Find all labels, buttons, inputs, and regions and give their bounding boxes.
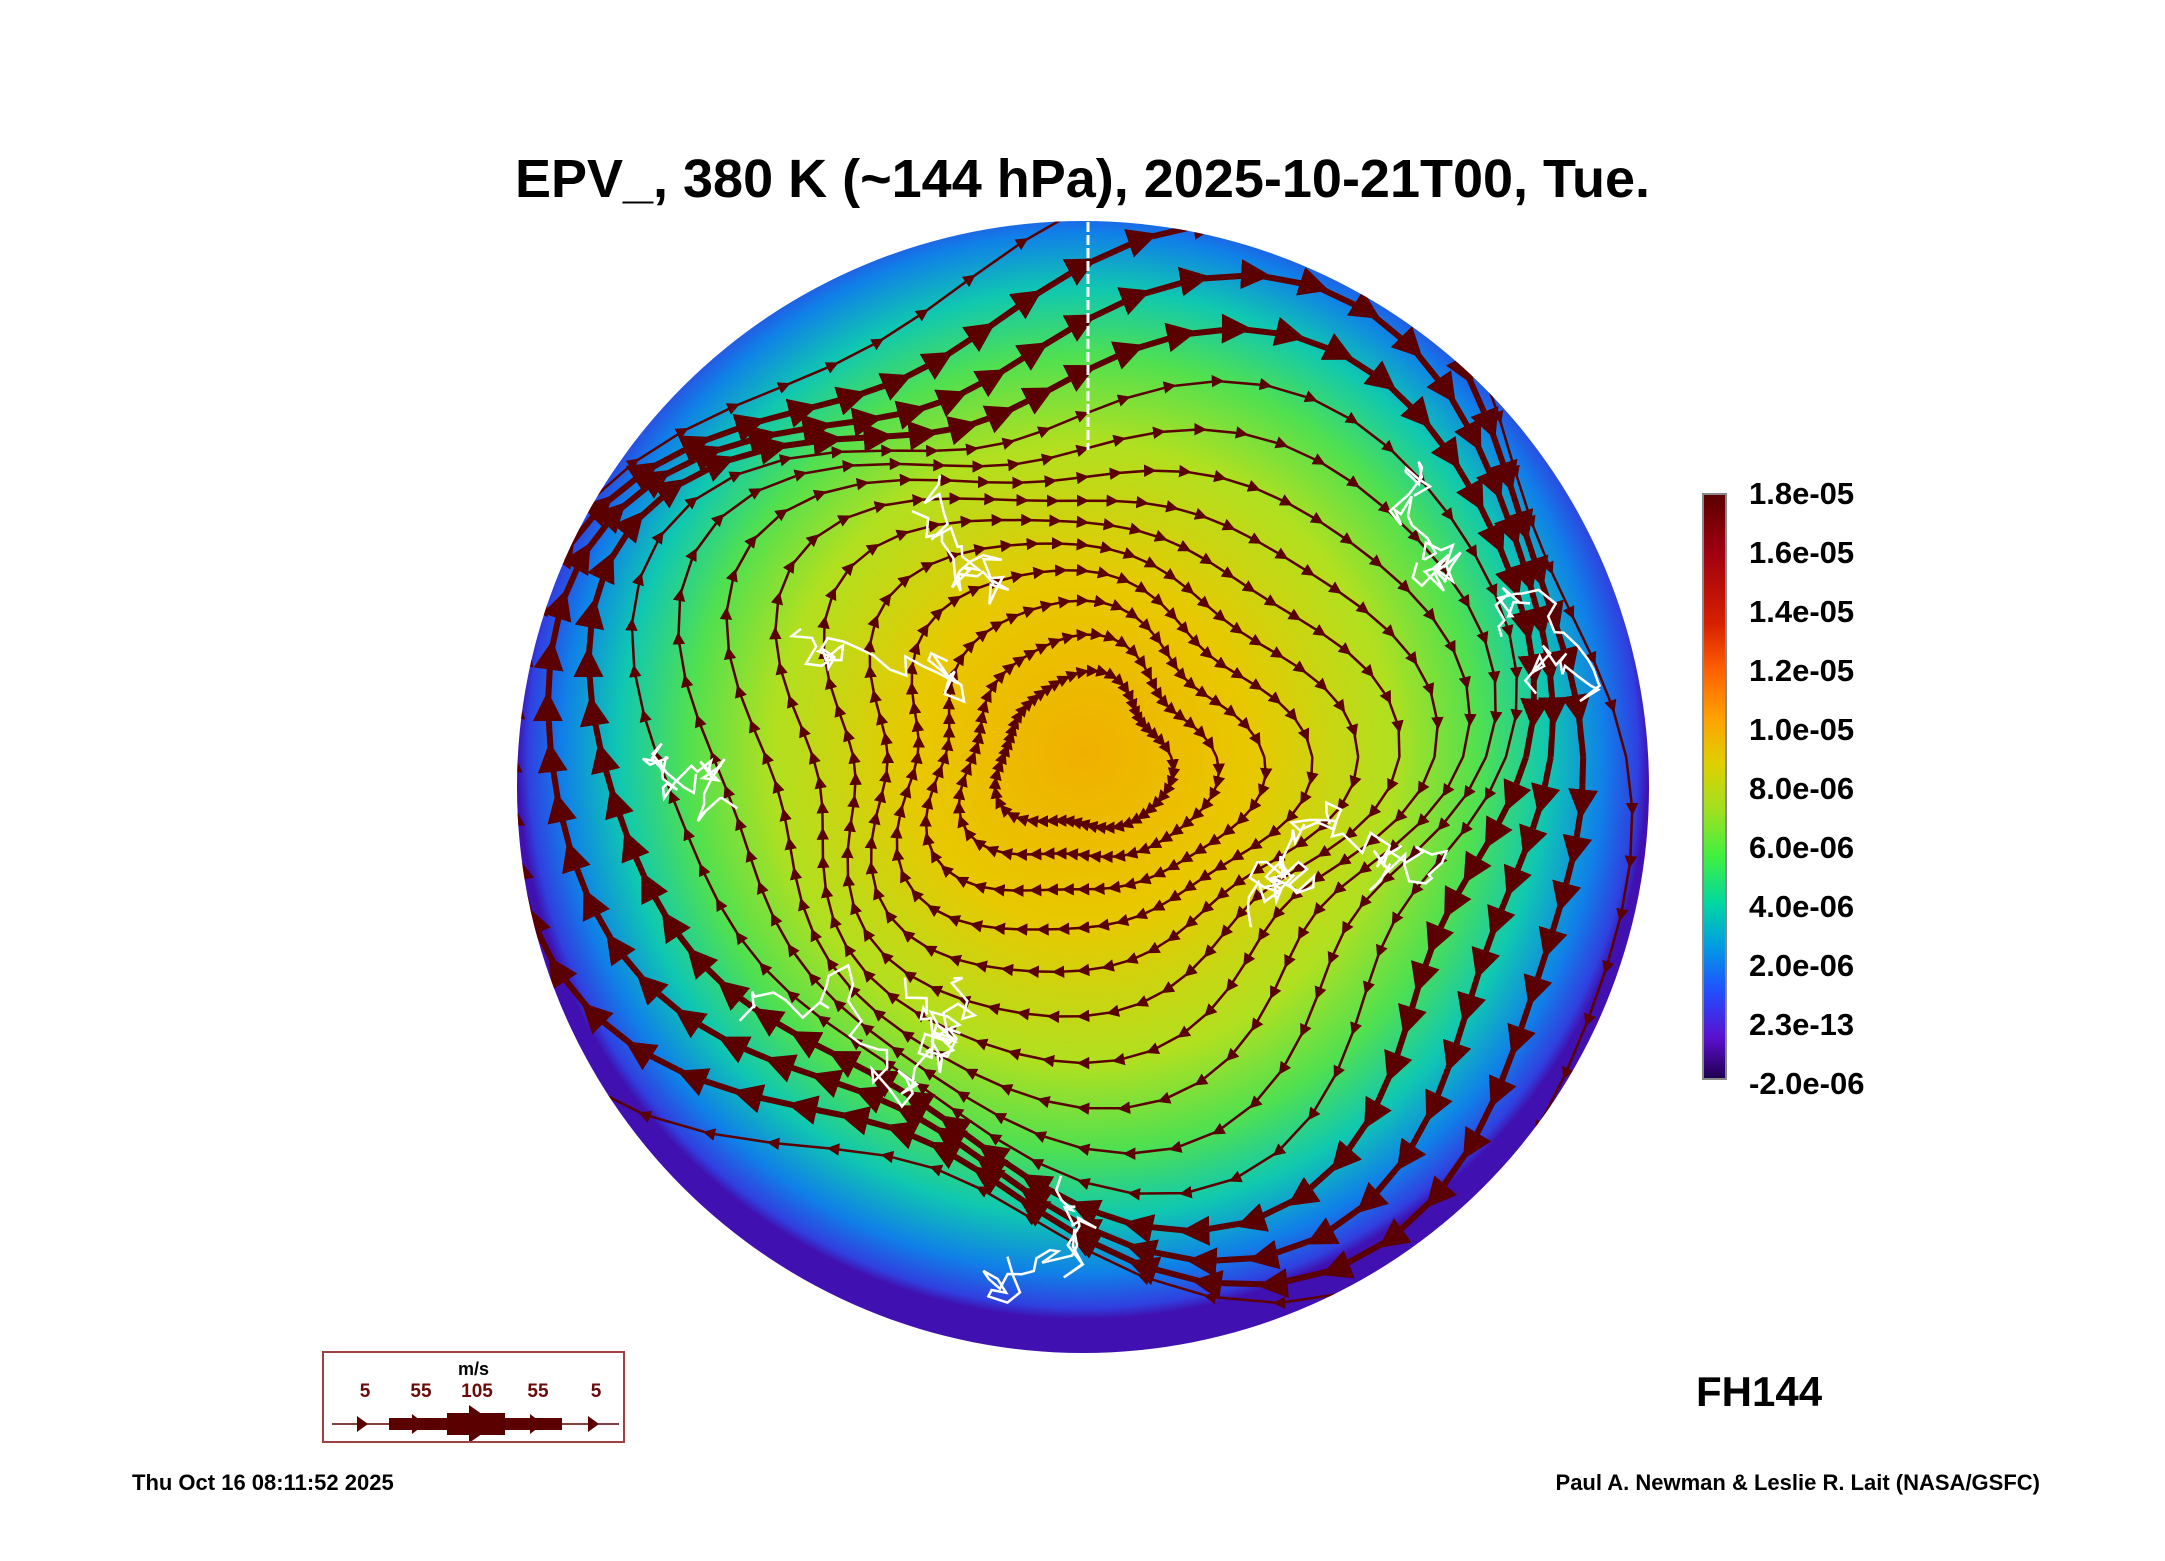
colorbar-tick-label: 1.2e-05 <box>1749 653 1855 688</box>
coastline <box>903 976 978 1074</box>
coastline <box>982 1175 1097 1304</box>
legend-unit: m/s <box>457 1359 490 1379</box>
colorbar-tick-label: -2.0e-06 <box>1749 1066 1865 1101</box>
credit-text: Paul A. Newman & Leslie R. Lait (NASA/GS… <box>1555 1470 2040 1495</box>
colorbar-tick-label: 2.0e-06 <box>1749 948 1855 983</box>
coastline <box>911 475 1010 605</box>
colorbar-tick-label: 1.0e-05 <box>1749 712 1855 747</box>
colorbar-tick-label: 6.0e-06 <box>1749 830 1855 865</box>
legend-label: 5 <box>359 1381 371 1402</box>
forecast-hour-label: FH144 <box>1696 1368 1823 1415</box>
legend-label: 105 <box>461 1381 493 1402</box>
colorbar-tick-label: 8.0e-06 <box>1749 771 1855 806</box>
colorbar-tick-label: 1.6e-05 <box>1749 535 1855 570</box>
wind-speed-legend: m/s 5 55 105 55 5 <box>322 1351 625 1443</box>
coastline <box>738 963 961 1109</box>
legend-label: 55 <box>527 1381 549 1402</box>
coastline <box>1246 823 1316 928</box>
generated-timestamp: Thu Oct 16 08:11:52 2025 <box>132 1470 394 1495</box>
coastline <box>1388 461 1462 592</box>
colorbar-tick-label: 2.3e-13 <box>1749 1007 1855 1042</box>
legend-label: 55 <box>410 1381 432 1402</box>
coastline <box>1288 800 1449 892</box>
colorbar-tick-label: 4.0e-06 <box>1749 889 1855 924</box>
wind-speed-arrow-scale <box>332 1405 619 1441</box>
coastline <box>788 627 966 704</box>
colorbar <box>1702 493 1727 1080</box>
coastline <box>642 742 739 822</box>
colorbar-tick-label: 1.8e-05 <box>1749 476 1855 511</box>
plot-title: EPV_, 380 K (~144 hPa), 2025-10-21T00, T… <box>514 149 1651 209</box>
colorbar-tick-label: 1.4e-05 <box>1749 594 1855 629</box>
coastline <box>1494 586 1602 703</box>
legend-label: 5 <box>590 1381 602 1402</box>
